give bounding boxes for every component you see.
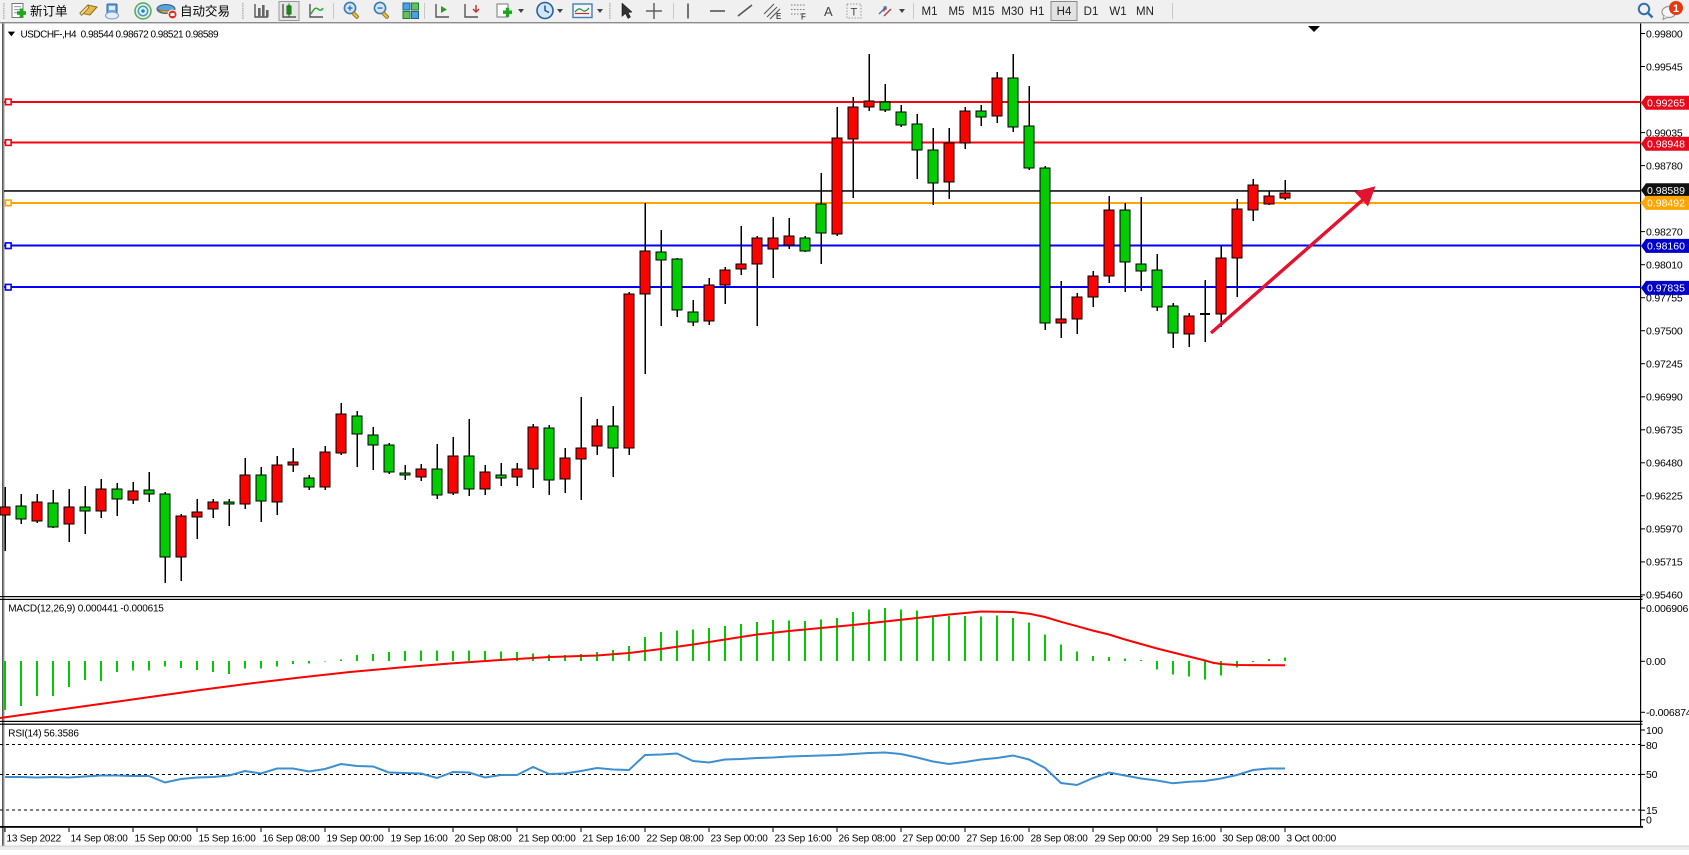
svg-text:0.98010: 0.98010 — [1646, 260, 1683, 272]
svg-text:自动交易: 自动交易 — [180, 4, 230, 19]
svg-text:50: 50 — [1646, 769, 1658, 781]
svg-text:15: 15 — [1646, 805, 1658, 817]
svg-text:USDCHF-,H4 0.98544 0.98672 0.: USDCHF-,H4 0.98544 0.98672 0.98521 0.985… — [21, 30, 219, 41]
svg-text:0: 0 — [1646, 815, 1652, 827]
svg-text:0.99035: 0.99035 — [1646, 127, 1683, 139]
svg-text:0.95460: 0.95460 — [1646, 590, 1683, 602]
svg-text:新订单: 新订单 — [30, 4, 68, 19]
svg-text:100: 100 — [1646, 725, 1663, 737]
svg-text:13 Sep 2022: 13 Sep 2022 — [7, 834, 62, 845]
svg-text:21 Sep 00:00: 21 Sep 00:00 — [519, 834, 577, 845]
svg-text:M30: M30 — [1001, 6, 1023, 18]
svg-text:H1: H1 — [1030, 6, 1045, 18]
svg-text:0.96225: 0.96225 — [1646, 491, 1683, 503]
svg-text:A: A — [824, 4, 833, 19]
svg-text:0.96990: 0.96990 — [1646, 392, 1683, 404]
svg-text:15 Sep 00:00: 15 Sep 00:00 — [135, 834, 193, 845]
svg-text:RSI(14) 56.3586: RSI(14) 56.3586 — [8, 729, 79, 740]
svg-text:0.96735: 0.96735 — [1646, 425, 1683, 437]
svg-text:T: T — [851, 7, 858, 19]
svg-text:0.98270: 0.98270 — [1646, 226, 1683, 238]
svg-text:E: E — [776, 12, 781, 21]
svg-text:M15: M15 — [972, 6, 994, 18]
svg-text:0.99545: 0.99545 — [1646, 61, 1683, 73]
svg-text:0.97755: 0.97755 — [1646, 293, 1683, 305]
svg-text:30 Sep 08:00: 30 Sep 08:00 — [1223, 834, 1281, 845]
svg-text:0.97245: 0.97245 — [1646, 359, 1683, 371]
svg-text:22 Sep 08:00: 22 Sep 08:00 — [647, 834, 705, 845]
svg-text:0.96480: 0.96480 — [1646, 458, 1683, 470]
svg-text:W1: W1 — [1109, 6, 1126, 18]
svg-text:0.98492: 0.98492 — [1647, 198, 1685, 210]
svg-text:80: 80 — [1646, 740, 1658, 752]
svg-text:27 Sep 00:00: 27 Sep 00:00 — [903, 834, 961, 845]
svg-text:3 Oct 00:00: 3 Oct 00:00 — [1287, 834, 1337, 845]
svg-text:0.95970: 0.95970 — [1646, 524, 1683, 536]
svg-text:19 Sep 16:00: 19 Sep 16:00 — [391, 834, 449, 845]
svg-text:0.99800: 0.99800 — [1646, 28, 1683, 40]
svg-text:26 Sep 08:00: 26 Sep 08:00 — [839, 834, 897, 845]
svg-text:23 Sep 00:00: 23 Sep 00:00 — [711, 834, 769, 845]
svg-text:M5: M5 — [949, 6, 965, 18]
svg-text:16 Sep 08:00: 16 Sep 08:00 — [263, 834, 321, 845]
svg-text:14 Sep 08:00: 14 Sep 08:00 — [71, 834, 129, 845]
svg-text:0.98780: 0.98780 — [1646, 160, 1683, 172]
svg-text:-0.006874: -0.006874 — [1646, 707, 1689, 719]
svg-text:29 Sep 00:00: 29 Sep 00:00 — [1095, 834, 1153, 845]
svg-text:F: F — [801, 13, 806, 22]
svg-text:1: 1 — [1673, 3, 1679, 15]
svg-text:0.95715: 0.95715 — [1646, 557, 1683, 569]
svg-text:21 Sep 16:00: 21 Sep 16:00 — [583, 834, 641, 845]
svg-text:0.97835: 0.97835 — [1647, 283, 1685, 295]
svg-text:0.97500: 0.97500 — [1646, 326, 1683, 338]
svg-text:0.98160: 0.98160 — [1647, 241, 1685, 253]
svg-text:15 Sep 16:00: 15 Sep 16:00 — [199, 834, 257, 845]
svg-text:0.00: 0.00 — [1646, 656, 1666, 668]
svg-text:28 Sep 08:00: 28 Sep 08:00 — [1031, 834, 1089, 845]
svg-text:0.006906: 0.006906 — [1646, 603, 1689, 615]
svg-text:29 Sep 16:00: 29 Sep 16:00 — [1159, 834, 1217, 845]
svg-text:0.98948: 0.98948 — [1647, 139, 1685, 151]
svg-text:0.99265: 0.99265 — [1647, 98, 1685, 110]
svg-text:M1: M1 — [922, 6, 938, 18]
svg-text:MACD(12,26,9) 0.000441 -0.0006: MACD(12,26,9) 0.000441 -0.000615 — [8, 604, 164, 615]
svg-text:19 Sep 00:00: 19 Sep 00:00 — [327, 834, 385, 845]
svg-text:27 Sep 16:00: 27 Sep 16:00 — [967, 834, 1025, 845]
svg-text:D1: D1 — [1084, 6, 1099, 18]
svg-text:0.98589: 0.98589 — [1647, 185, 1685, 197]
svg-text:MN: MN — [1136, 6, 1154, 18]
svg-text:H4: H4 — [1057, 6, 1072, 18]
svg-text:20 Sep 08:00: 20 Sep 08:00 — [455, 834, 513, 845]
svg-text:23 Sep 16:00: 23 Sep 16:00 — [775, 834, 833, 845]
